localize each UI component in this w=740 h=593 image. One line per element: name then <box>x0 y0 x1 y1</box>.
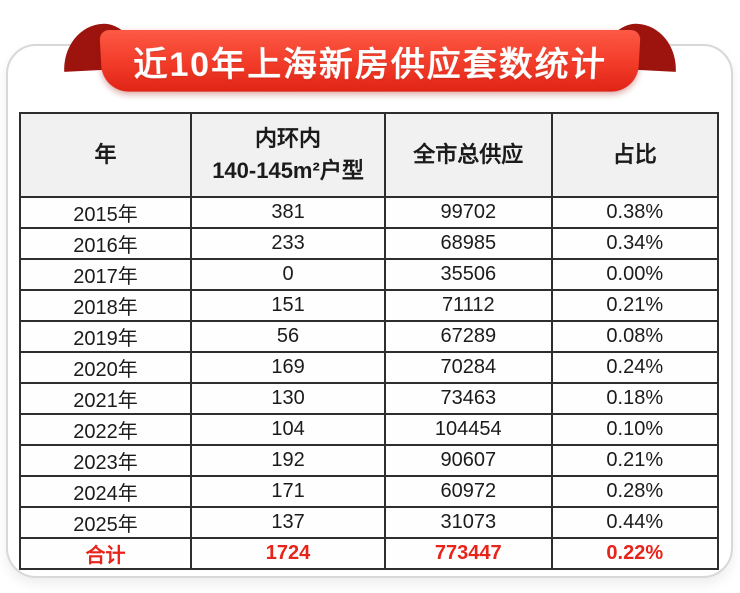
cell-share: 0.44% <box>550 506 719 539</box>
cell-units: 151 <box>189 289 387 322</box>
col-header-inner-ring-units: 内环内 140-145m²户型 <box>189 112 387 198</box>
cell-share: 0.21% <box>550 289 719 322</box>
table-row: 2020年 169 70284 0.24% <box>19 351 719 384</box>
table-row: 2025年 137 31073 0.44% <box>19 506 719 539</box>
cell-share: 0.21% <box>550 444 719 477</box>
table-row: 2019年 56 67289 0.08% <box>19 320 719 353</box>
cell-total-city: 773447 <box>384 537 553 570</box>
cell-year: 2023年 <box>19 444 192 477</box>
table-row: 2018年 151 71112 0.21% <box>19 289 719 322</box>
cell-share: 0.00% <box>550 258 719 291</box>
cell-units: 192 <box>189 444 387 477</box>
table-row: 2021年 130 73463 0.18% <box>19 382 719 415</box>
cell-total-share: 0.22% <box>550 537 719 570</box>
cell-city-total: 70284 <box>384 351 553 384</box>
cell-units: 169 <box>189 351 387 384</box>
cell-city-total: 67289 <box>384 320 553 353</box>
col-header-inner-ring-line1: 内环内 <box>255 126 322 152</box>
col-header-inner-ring-line2: 140-145m²户型 <box>212 158 364 183</box>
cell-year: 2024年 <box>19 475 192 508</box>
supply-table: 年 内环内 140-145m²户型 全市总供应 占比 2015年 381 997… <box>19 112 719 570</box>
cell-city-total: 35506 <box>384 258 553 291</box>
cell-city-total: 68985 <box>384 227 553 260</box>
cell-year: 2025年 <box>19 506 192 539</box>
cell-city-total: 71112 <box>384 289 553 322</box>
cell-share: 0.38% <box>550 196 719 229</box>
cell-share: 0.08% <box>550 320 719 353</box>
stats-card: 年 内环内 140-145m²户型 全市总供应 占比 2015年 381 997… <box>6 44 733 578</box>
table-row: 2022年 104 104454 0.10% <box>19 413 719 446</box>
table-row: 2024年 171 60972 0.28% <box>19 475 719 508</box>
cell-units: 0 <box>189 258 387 291</box>
table-header-row: 年 内环内 140-145m²户型 全市总供应 占比 <box>19 112 719 198</box>
cell-year: 2020年 <box>19 351 192 384</box>
cell-share: 0.18% <box>550 382 719 415</box>
cell-year: 2021年 <box>19 382 192 415</box>
cell-units: 137 <box>189 506 387 539</box>
col-header-share: 占比 <box>550 112 719 198</box>
cell-year: 2017年 <box>19 258 192 291</box>
table-row: 2016年 233 68985 0.34% <box>19 227 719 260</box>
cell-city-total: 73463 <box>384 382 553 415</box>
col-header-city-total: 全市总供应 <box>384 112 553 198</box>
cell-city-total: 104454 <box>384 413 553 446</box>
cell-year: 2018年 <box>19 289 192 322</box>
ribbon-body: 近10年上海新房供应套数统计 <box>99 29 641 92</box>
table-total-row: 合计 1724 773447 0.22% <box>19 537 719 570</box>
cell-share: 0.34% <box>550 227 719 260</box>
cell-city-total: 99702 <box>384 196 553 229</box>
cell-units: 381 <box>189 196 387 229</box>
page-title: 近10年上海新房供应套数统计 <box>132 45 608 84</box>
cell-year: 2019年 <box>19 320 192 353</box>
cell-city-total: 31073 <box>384 506 553 539</box>
table-row: 2015年 381 99702 0.38% <box>19 196 719 229</box>
table-container: 年 内环内 140-145m²户型 全市总供应 占比 2015年 381 997… <box>19 112 719 570</box>
cell-share: 0.24% <box>550 351 719 384</box>
table-row: 2017年 0 35506 0.00% <box>19 258 719 291</box>
cell-year: 2016年 <box>19 227 192 260</box>
cell-units: 56 <box>189 320 387 353</box>
cell-year: 2015年 <box>19 196 192 229</box>
cell-units: 130 <box>189 382 387 415</box>
cell-total-units: 1724 <box>189 537 387 570</box>
cell-share: 0.10% <box>550 413 719 446</box>
cell-units: 233 <box>189 227 387 260</box>
cell-total-label: 合计 <box>19 537 192 570</box>
cell-year: 2022年 <box>19 413 192 446</box>
cell-units: 104 <box>189 413 387 446</box>
cell-city-total: 60972 <box>384 475 553 508</box>
cell-city-total: 90607 <box>384 444 553 477</box>
cell-units: 171 <box>189 475 387 508</box>
cell-share: 0.28% <box>550 475 719 508</box>
table-row: 2023年 192 90607 0.21% <box>19 444 719 477</box>
col-header-year: 年 <box>19 112 192 198</box>
title-ribbon: 近10年上海新房供应套数统计 <box>61 22 679 94</box>
